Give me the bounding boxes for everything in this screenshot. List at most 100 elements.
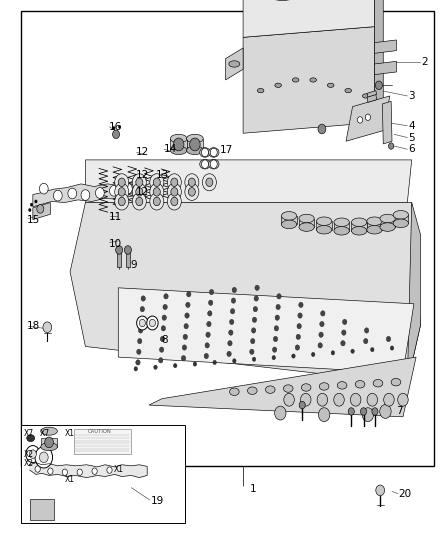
Circle shape	[228, 341, 232, 346]
Bar	[351, 222, 367, 231]
Circle shape	[295, 345, 300, 350]
Circle shape	[319, 332, 323, 337]
Circle shape	[140, 306, 145, 312]
Text: 5: 5	[409, 133, 415, 142]
Text: 6: 6	[409, 144, 415, 154]
Text: X1: X1	[65, 475, 75, 484]
Circle shape	[372, 408, 378, 415]
Circle shape	[81, 190, 90, 200]
Polygon shape	[407, 203, 420, 384]
Circle shape	[26, 446, 40, 463]
Circle shape	[183, 334, 187, 340]
Circle shape	[252, 357, 256, 361]
Text: 19: 19	[151, 496, 164, 506]
Ellipse shape	[170, 146, 187, 155]
Ellipse shape	[230, 388, 239, 395]
Ellipse shape	[327, 83, 334, 87]
Circle shape	[321, 311, 325, 316]
Bar	[170, 139, 187, 150]
Circle shape	[298, 313, 302, 318]
Circle shape	[275, 315, 279, 320]
Bar	[21, 11, 434, 466]
Circle shape	[164, 294, 168, 299]
Circle shape	[386, 336, 391, 342]
Text: 14: 14	[163, 144, 177, 154]
Circle shape	[141, 296, 145, 301]
Circle shape	[184, 324, 188, 329]
Ellipse shape	[170, 134, 187, 143]
Circle shape	[273, 336, 278, 342]
Circle shape	[250, 349, 254, 354]
Circle shape	[331, 351, 335, 355]
Ellipse shape	[310, 78, 316, 82]
Text: 8: 8	[161, 335, 168, 345]
Circle shape	[201, 160, 208, 168]
Circle shape	[209, 289, 214, 295]
Circle shape	[136, 188, 143, 196]
Circle shape	[292, 354, 295, 358]
Circle shape	[389, 143, 394, 149]
Circle shape	[113, 126, 115, 130]
Circle shape	[284, 393, 294, 406]
Ellipse shape	[345, 88, 352, 93]
Circle shape	[342, 330, 346, 335]
Circle shape	[163, 304, 167, 310]
Circle shape	[115, 193, 129, 210]
Text: 15: 15	[27, 215, 40, 224]
Circle shape	[132, 174, 146, 191]
Text: 16: 16	[109, 122, 122, 132]
Ellipse shape	[391, 378, 401, 386]
Polygon shape	[33, 203, 50, 220]
Ellipse shape	[27, 435, 35, 441]
Circle shape	[39, 183, 48, 194]
Ellipse shape	[208, 148, 219, 157]
Circle shape	[230, 319, 234, 325]
Circle shape	[173, 364, 177, 368]
Circle shape	[232, 287, 237, 293]
Bar	[393, 215, 409, 223]
Circle shape	[37, 205, 44, 213]
Ellipse shape	[355, 381, 365, 388]
Ellipse shape	[393, 219, 409, 228]
Bar	[316, 221, 332, 230]
Circle shape	[39, 452, 48, 463]
Circle shape	[371, 348, 374, 352]
Text: 20: 20	[399, 489, 412, 498]
Bar	[30, 499, 54, 520]
Circle shape	[398, 393, 408, 406]
Ellipse shape	[281, 220, 297, 229]
Text: 12: 12	[136, 187, 149, 197]
Circle shape	[35, 200, 37, 203]
Circle shape	[186, 302, 190, 308]
Circle shape	[149, 319, 155, 327]
Circle shape	[190, 138, 200, 151]
Circle shape	[132, 193, 146, 210]
Text: 1: 1	[250, 484, 256, 494]
Circle shape	[154, 365, 157, 369]
Ellipse shape	[283, 385, 293, 392]
Circle shape	[210, 160, 217, 168]
Ellipse shape	[316, 225, 332, 234]
Circle shape	[167, 174, 181, 191]
Ellipse shape	[337, 382, 347, 389]
Circle shape	[252, 317, 257, 322]
Circle shape	[160, 336, 165, 342]
Circle shape	[185, 183, 199, 200]
Text: 9: 9	[131, 261, 137, 270]
Circle shape	[277, 294, 281, 299]
Circle shape	[173, 138, 184, 151]
Ellipse shape	[373, 379, 383, 387]
Circle shape	[202, 174, 216, 191]
Circle shape	[318, 408, 330, 422]
Polygon shape	[226, 48, 243, 80]
Circle shape	[153, 178, 160, 187]
Circle shape	[30, 203, 33, 206]
Circle shape	[171, 197, 178, 206]
Ellipse shape	[334, 218, 350, 227]
Text: 7: 7	[396, 407, 403, 416]
Text: CAUTION: CAUTION	[88, 429, 111, 434]
Ellipse shape	[229, 61, 240, 67]
Ellipse shape	[247, 387, 257, 394]
Circle shape	[317, 393, 328, 406]
Text: 17: 17	[220, 146, 233, 155]
